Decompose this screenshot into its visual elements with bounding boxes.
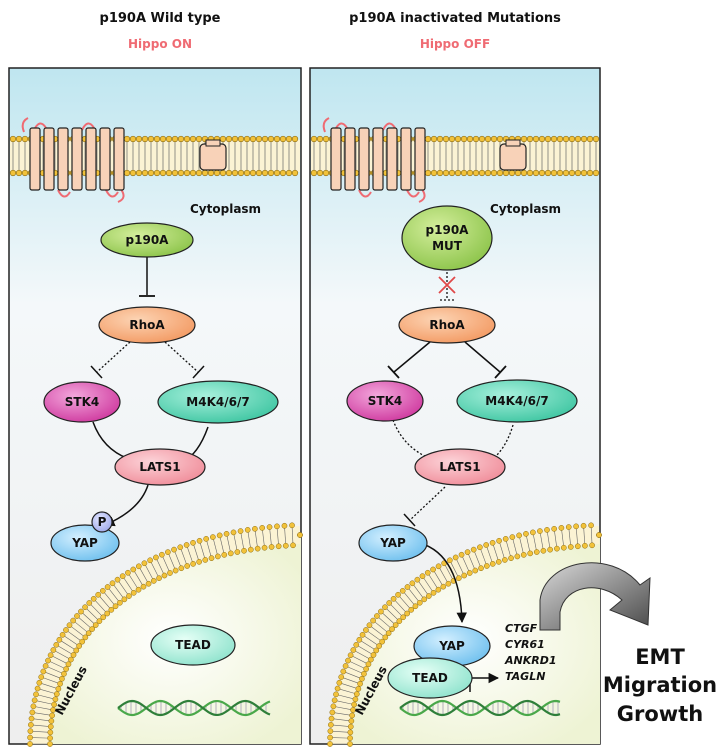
left-cytoplasm-label: Cytoplasm bbox=[190, 202, 261, 216]
right-node-yap-nuclear: YAP bbox=[413, 625, 491, 667]
left-node-lats1: LATS1 bbox=[114, 448, 206, 486]
right-dna-helix bbox=[399, 699, 561, 717]
svg-text:M4K4/6/7: M4K4/6/7 bbox=[186, 395, 249, 409]
right-node-p190a-mut: p190A MUT bbox=[401, 205, 493, 271]
svg-text:YAP: YAP bbox=[438, 639, 465, 653]
left-channel bbox=[199, 139, 227, 171]
gene-ankrd1: ANKRD1 bbox=[504, 654, 557, 667]
left-subtitle: Hippo ON bbox=[128, 37, 192, 51]
svg-text:P: P bbox=[98, 515, 107, 529]
left-node-m4k: M4K4/6/7 bbox=[157, 380, 279, 424]
svg-text:YAP: YAP bbox=[71, 536, 98, 550]
svg-text:TEAD: TEAD bbox=[175, 638, 211, 652]
right-node-yap: YAP bbox=[358, 524, 428, 562]
outcome-migration: Migration bbox=[603, 673, 716, 697]
left-phospho-badge: P bbox=[91, 511, 113, 533]
left-node-p190a: p190A bbox=[100, 222, 194, 258]
svg-text:RhoA: RhoA bbox=[129, 318, 165, 332]
right-receptor bbox=[322, 117, 426, 203]
outcome-curved-arrow bbox=[539, 562, 651, 631]
gene-cyr61: CYR61 bbox=[505, 638, 545, 651]
svg-text:TEAD: TEAD bbox=[412, 671, 448, 685]
left-dna-helix bbox=[117, 699, 271, 717]
right-channel bbox=[499, 139, 527, 171]
left-receptor bbox=[21, 117, 125, 203]
svg-text:p190A: p190A bbox=[126, 233, 170, 247]
left-nuclear-membrane bbox=[27, 522, 303, 747]
right-target-genes: CTGF CYR61 ANKRD1 TAGLN bbox=[504, 622, 557, 683]
svg-text:STK4: STK4 bbox=[65, 395, 99, 409]
right-panel: Cytoplasm p190A MUT RhoA STK4 bbox=[309, 67, 602, 747]
left-node-yap: YAP bbox=[50, 524, 120, 562]
svg-text:STK4: STK4 bbox=[368, 394, 402, 408]
right-nuclear-membrane bbox=[327, 522, 602, 747]
right-node-rhoa: RhoA bbox=[398, 306, 496, 344]
left-panel: Cytoplasm p190A RhoA STK4 M4K4/6/7 bbox=[8, 67, 303, 747]
right-cytoplasm-label: Cytoplasm bbox=[490, 202, 561, 216]
left-node-rhoa: RhoA bbox=[98, 306, 196, 344]
outcome-labels: EMT Migration Growth bbox=[603, 645, 716, 726]
right-node-tead: TEAD bbox=[387, 657, 473, 699]
right-node-m4k: M4K4/6/7 bbox=[456, 379, 578, 423]
svg-text:M4K4/6/7: M4K4/6/7 bbox=[485, 394, 548, 408]
right-node-lats1: LATS1 bbox=[414, 448, 506, 486]
outcome-growth: Growth bbox=[617, 702, 703, 726]
left-node-stk4: STK4 bbox=[43, 381, 121, 423]
outcome-emt: EMT bbox=[635, 645, 685, 669]
gene-tagln: TAGLN bbox=[505, 670, 545, 683]
left-title: p190A Wild type bbox=[100, 11, 221, 26]
svg-text:LATS1: LATS1 bbox=[439, 460, 480, 474]
svg-text:p190A: p190A bbox=[426, 223, 470, 237]
right-title: p190A inactivated Mutations bbox=[349, 11, 561, 26]
svg-text:MUT: MUT bbox=[432, 239, 463, 253]
svg-text:LATS1: LATS1 bbox=[139, 460, 180, 474]
svg-text:YAP: YAP bbox=[379, 536, 406, 550]
svg-text:RhoA: RhoA bbox=[429, 318, 465, 332]
right-node-stk4: STK4 bbox=[346, 380, 424, 422]
left-node-tead: TEAD bbox=[150, 624, 236, 666]
gene-ctgf: CTGF bbox=[505, 622, 538, 635]
right-subtitle: Hippo OFF bbox=[420, 37, 490, 51]
